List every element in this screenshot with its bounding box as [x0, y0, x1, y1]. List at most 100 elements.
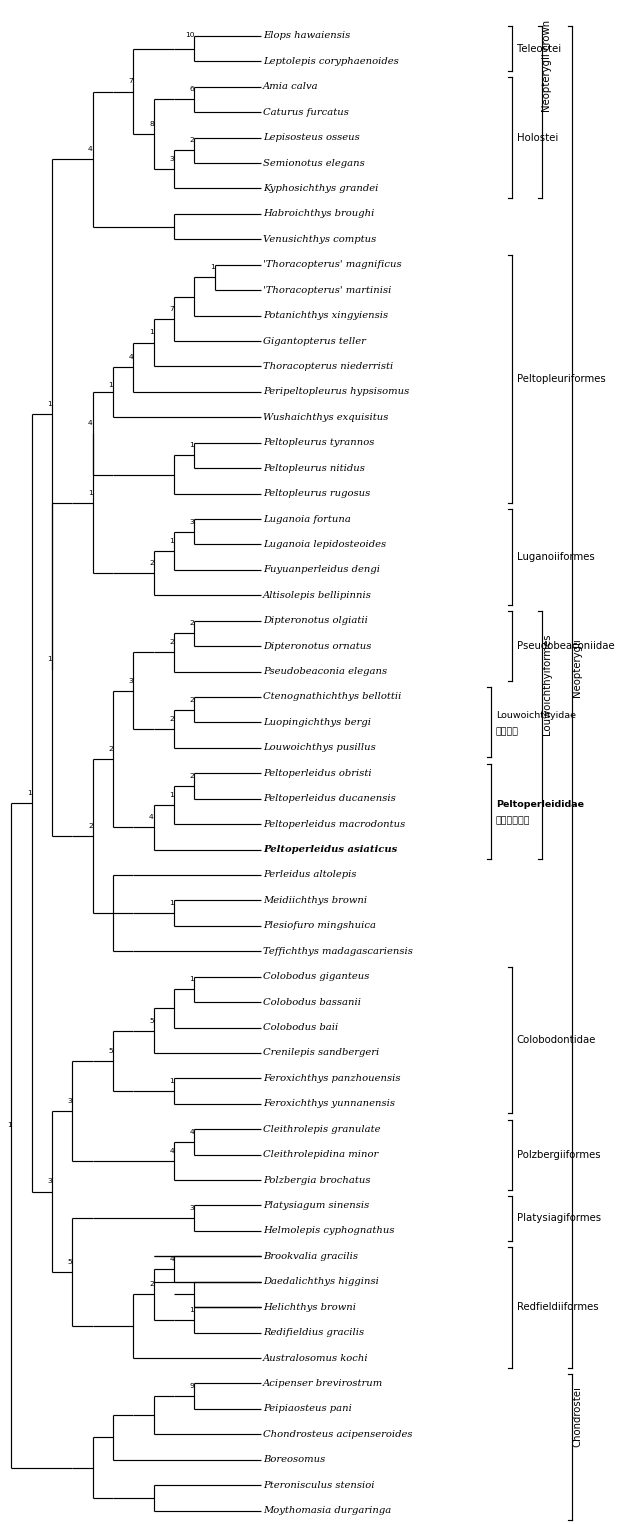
Text: Moythomasia durgaringa: Moythomasia durgaringa [263, 1506, 391, 1515]
Text: Polzbergia brochatus: Polzbergia brochatus [263, 1175, 370, 1184]
Text: Peltopleurus tyrannos: Peltopleurus tyrannos [263, 439, 375, 447]
Text: 'Thoracopterus' martinisi: 'Thoracopterus' martinisi [263, 285, 391, 294]
Text: 1: 1 [7, 1122, 11, 1128]
Text: Lepisosteus osseus: Lepisosteus osseus [263, 133, 360, 142]
Text: Helmolepis cyphognathus: Helmolepis cyphognathus [263, 1227, 394, 1236]
Text: 1: 1 [210, 264, 215, 270]
Text: 3: 3 [190, 1205, 195, 1212]
Text: 4: 4 [88, 421, 93, 427]
Text: 2: 2 [169, 716, 174, 722]
Text: 7: 7 [129, 78, 134, 84]
Text: 1: 1 [169, 792, 174, 799]
Text: 3: 3 [47, 1178, 52, 1184]
Text: Louwoichthyidae: Louwoichthyidae [496, 710, 576, 719]
Text: 1: 1 [47, 657, 52, 663]
Text: 3: 3 [190, 518, 195, 524]
Text: Thoracopterus niederristi: Thoracopterus niederristi [263, 361, 393, 370]
Text: Daedalichthys higginsi: Daedalichthys higginsi [263, 1277, 379, 1286]
Text: Peltoperleidus macrodontus: Peltoperleidus macrodontus [263, 820, 406, 829]
Text: Pseudobeaconia elegans: Pseudobeaconia elegans [263, 668, 387, 677]
Text: Dipteronotus olgiatii: Dipteronotus olgiatii [263, 616, 368, 625]
Text: 4: 4 [169, 1148, 174, 1154]
Text: 1: 1 [190, 442, 195, 448]
Text: Peltoperleidus obristi: Peltoperleidus obristi [263, 768, 372, 777]
Text: 肋鳞裂齿鱼科: 肋鳞裂齿鱼科 [496, 817, 530, 826]
Text: Louwoichthys pusillus: Louwoichthys pusillus [263, 744, 376, 753]
Text: Gigantopterus teller: Gigantopterus teller [263, 337, 366, 346]
Text: Habroichthys broughi: Habroichthys broughi [263, 209, 375, 218]
Text: 4: 4 [149, 814, 154, 820]
Text: Pseudobeaconiidae: Pseudobeaconiidae [517, 642, 614, 651]
Text: Polzbergiiformes: Polzbergiiformes [517, 1149, 600, 1160]
Text: 5: 5 [149, 1018, 154, 1024]
Text: Luganoia fortuna: Luganoia fortuna [263, 515, 351, 524]
Text: 漏卧鱼科: 漏卧鱼科 [496, 727, 518, 736]
Text: Perleidus altolepis: Perleidus altolepis [263, 870, 357, 879]
Text: Dipteronotus ornatus: Dipteronotus ornatus [263, 642, 372, 651]
Text: 1: 1 [47, 401, 52, 407]
Text: Redifieldius gracilis: Redifieldius gracilis [263, 1327, 364, 1337]
Text: Kyphosichthys grandei: Kyphosichthys grandei [263, 184, 379, 194]
Text: 3: 3 [68, 1097, 72, 1103]
Text: Potanichthys xingyiensis: Potanichthys xingyiensis [263, 311, 388, 320]
Text: 2: 2 [149, 559, 154, 565]
Text: Holostei: Holostei [517, 133, 558, 143]
Text: Colobodus giganteus: Colobodus giganteus [263, 972, 370, 981]
Text: 4: 4 [169, 1256, 174, 1262]
Text: 1: 1 [149, 329, 154, 335]
Text: Venusichthys comptus: Venusichthys comptus [263, 235, 376, 244]
Text: Ctenognathichthys bellottii: Ctenognathichthys bellottii [263, 692, 401, 701]
Text: Crenilepis sandbergeri: Crenilepis sandbergeri [263, 1049, 379, 1058]
Text: Colobodontidae: Colobodontidae [517, 1035, 596, 1045]
Text: Platysiagiformes: Platysiagiformes [517, 1213, 601, 1224]
Text: Plesiofuro mingshuica: Plesiofuro mingshuica [263, 922, 376, 930]
Text: 1: 1 [108, 381, 113, 387]
Text: Luganoiiformes: Luganoiiformes [517, 552, 595, 562]
Text: 9: 9 [190, 1384, 195, 1388]
Text: Peltoperleidus asiaticus: Peltoperleidus asiaticus [263, 844, 398, 853]
Text: Elops hawaiensis: Elops hawaiensis [263, 32, 350, 41]
Text: Altisolepis bellipinnis: Altisolepis bellipinnis [263, 591, 372, 600]
Text: Boreosomus: Boreosomus [263, 1455, 326, 1465]
Text: Semionotus elegans: Semionotus elegans [263, 158, 365, 168]
Text: Luopingichthys bergi: Luopingichthys bergi [263, 718, 371, 727]
Text: Meidiichthys browni: Meidiichthys browni [263, 896, 367, 905]
Text: 5: 5 [108, 1049, 113, 1053]
Text: Cleithrolepis granulate: Cleithrolepis granulate [263, 1125, 381, 1134]
Text: Chondrosteus acipenseroides: Chondrosteus acipenseroides [263, 1430, 413, 1439]
Text: Peltopleurus rugosus: Peltopleurus rugosus [263, 489, 370, 498]
Text: 1: 1 [169, 1077, 174, 1084]
Text: 1: 1 [169, 901, 174, 905]
Text: 3: 3 [169, 157, 174, 162]
Text: Peltopleurus nitidus: Peltopleurus nitidus [263, 463, 365, 472]
Text: Wushaichthys exquisitus: Wushaichthys exquisitus [263, 413, 389, 422]
Text: 6: 6 [190, 87, 195, 93]
Text: Neopterygii: Neopterygii [572, 639, 582, 696]
Text: Teffichthys madagascariensis: Teffichthys madagascariensis [263, 946, 413, 956]
Text: 1: 1 [190, 1306, 195, 1312]
Text: 4: 4 [88, 146, 93, 152]
Text: 2: 2 [190, 773, 195, 779]
Text: Brookvalia gracilis: Brookvalia gracilis [263, 1251, 358, 1260]
Text: Redfieldiiformes: Redfieldiiformes [517, 1301, 598, 1312]
Text: Platysiagum sinensis: Platysiagum sinensis [263, 1201, 369, 1210]
Text: 7: 7 [169, 306, 174, 311]
Text: Feroxichthys yunnanensis: Feroxichthys yunnanensis [263, 1099, 395, 1108]
Text: 2: 2 [169, 640, 174, 645]
Text: Neopterygii crown: Neopterygii crown [542, 20, 552, 113]
Text: 1: 1 [190, 977, 195, 983]
Text: Colobodus baii: Colobodus baii [263, 1023, 338, 1032]
Text: Peipiaosteus pani: Peipiaosteus pani [263, 1405, 352, 1413]
Text: 2: 2 [88, 823, 93, 829]
Text: 2: 2 [190, 137, 195, 143]
Text: Chondrostei: Chondrostei [572, 1387, 582, 1446]
Text: Peltopleuriformes: Peltopleuriformes [517, 375, 605, 384]
Text: 4: 4 [129, 354, 134, 360]
Text: 10: 10 [185, 32, 195, 38]
Text: 2: 2 [190, 620, 195, 626]
Text: Fuyuanperleidus dengi: Fuyuanperleidus dengi [263, 565, 380, 575]
Text: Helichthys browni: Helichthys browni [263, 1303, 356, 1312]
Text: Peltoperleididae: Peltoperleididae [496, 800, 584, 809]
Text: Cleithrolepidina minor: Cleithrolepidina minor [263, 1151, 379, 1160]
Text: Pteronisculus stensioi: Pteronisculus stensioi [263, 1481, 375, 1489]
